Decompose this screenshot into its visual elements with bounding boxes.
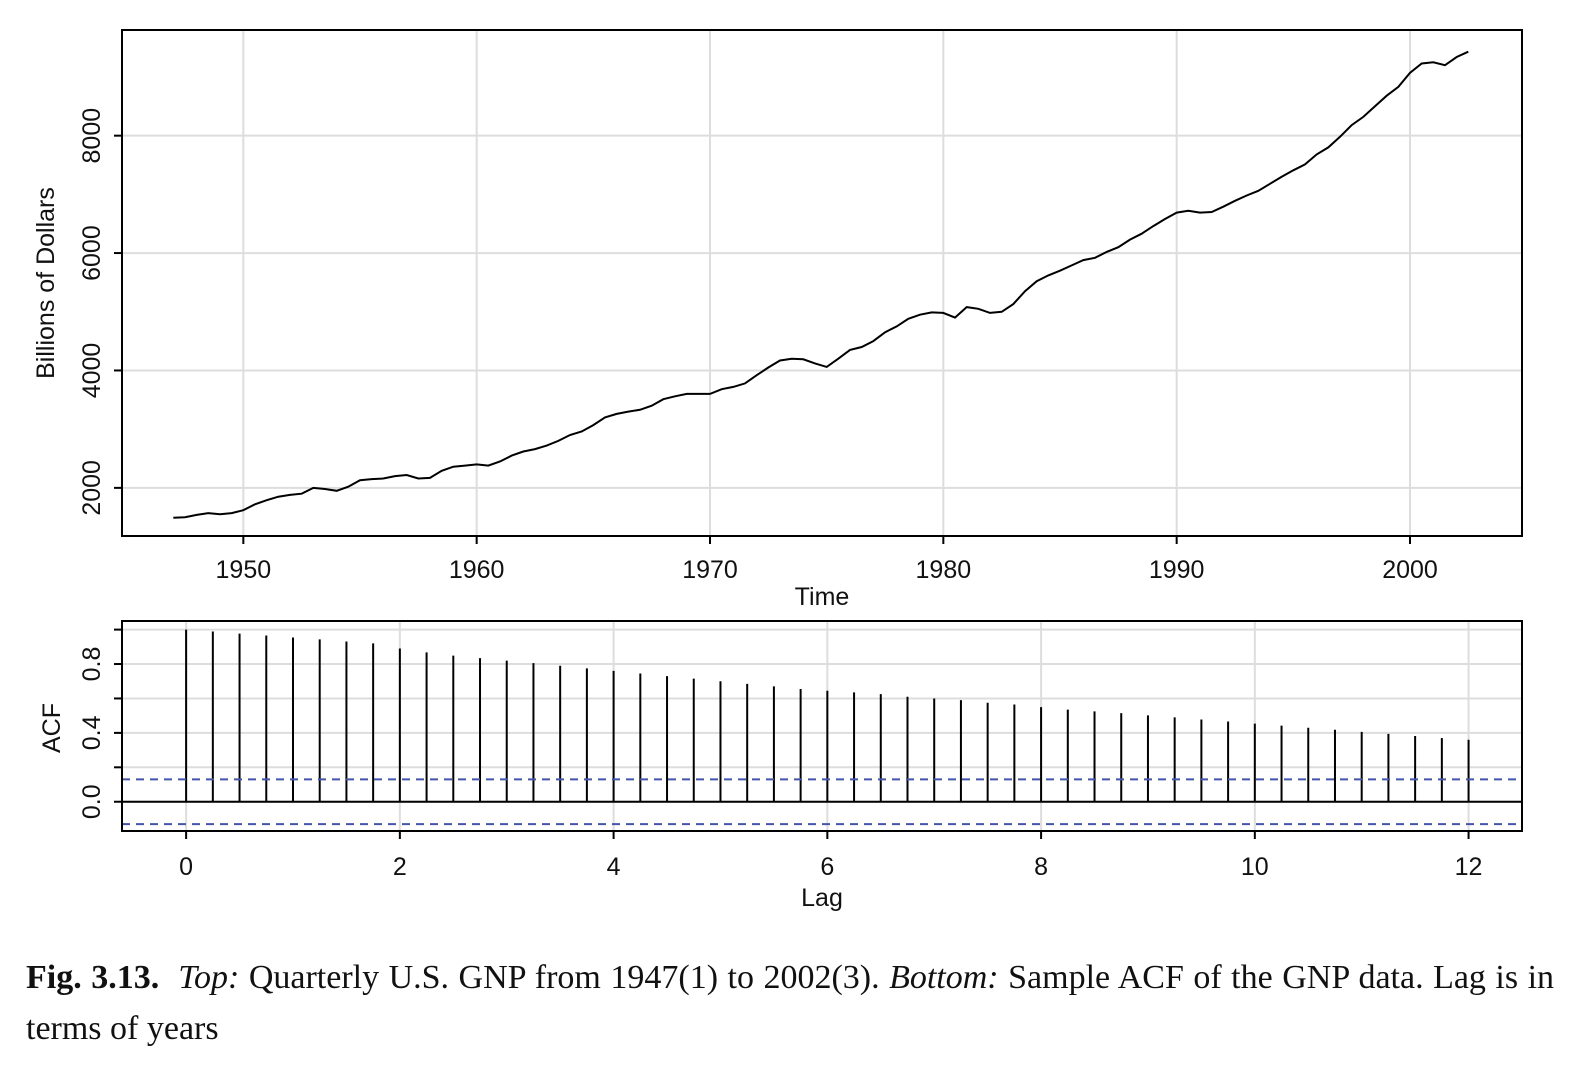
top-x-tick-label: 1950 bbox=[216, 556, 272, 584]
top-x-tick-label: 2000 bbox=[1382, 556, 1438, 584]
top-y-axis-label: Billions of Dollars bbox=[32, 187, 60, 379]
top-y-axis: 2000 4000 6000 8000 bbox=[78, 108, 122, 516]
top-y-tick-label: 8000 bbox=[78, 108, 106, 164]
bottom-x-tick-label: 12 bbox=[1455, 853, 1483, 881]
top-x-axis-label: Time bbox=[795, 583, 850, 611]
bottom-y-tick-label: 0.0 bbox=[78, 784, 106, 819]
acf-reference-lines bbox=[122, 778, 1522, 826]
figure-caption: Fig. 3.13. Top: Quarterly U.S. GNP from … bbox=[26, 952, 1554, 1054]
top-y-tick-label: 2000 bbox=[78, 460, 106, 516]
bottom-y-tick-label: 0.4 bbox=[78, 715, 106, 750]
figure: 1950 1960 1970 1980 1990 2000 200040006000800… bbox=[32, 29, 1523, 912]
gnp-time-series-panel: 1950 1960 1970 1980 1990 2000 2000 4000 6000 800… bbox=[32, 29, 1523, 611]
top-y-tick-label: 6000 bbox=[78, 225, 106, 281]
top-x-axis: 1950 1960 1970 1980 1990 2000 bbox=[216, 536, 1438, 584]
bottom-x-tick-label: 0 bbox=[179, 853, 193, 881]
top-x-tick-label: 1960 bbox=[449, 556, 505, 584]
caption-bottom-label: Bottom: bbox=[889, 959, 999, 996]
bottom-y-tick-label: 0.8 bbox=[78, 647, 106, 682]
bottom-y-axis: 0.0 0.4 0.8 bbox=[78, 628, 122, 819]
caption-top-text: Quarterly U.S. GNP from 1947(1) to 2002(… bbox=[248, 959, 880, 996]
bottom-plot-frame bbox=[121, 620, 1523, 832]
top-plot-frame bbox=[121, 29, 1523, 537]
acf-panel: 0 2 4 6 8 10 12 0.0 0.4 0.8 Lag ACF bbox=[38, 620, 1523, 912]
bottom-y-axis-label: ACF bbox=[38, 703, 66, 753]
top-x-tick-label: 1980 bbox=[916, 556, 972, 584]
caption-bottom-text: Sample ACF of the GNP data. Lag is in te… bbox=[26, 959, 1555, 1047]
bottom-x-tick-label: 2 bbox=[393, 853, 407, 881]
bottom-x-tick-label: 10 bbox=[1241, 853, 1269, 881]
top-y-tick-label: 4000 bbox=[78, 343, 106, 399]
bottom-x-axis: 0 2 4 6 8 10 12 bbox=[179, 831, 1482, 881]
top-x-tick-label: 1990 bbox=[1149, 556, 1205, 584]
bottom-x-axis-label: Lag bbox=[801, 884, 843, 912]
bottom-x-tick-label: 6 bbox=[820, 853, 834, 881]
caption-label: Fig. 3.13. bbox=[26, 959, 160, 996]
bottom-x-tick-label: 4 bbox=[607, 853, 621, 881]
bottom-grid bbox=[122, 621, 1522, 831]
top-x-tick-label: 1970 bbox=[682, 556, 738, 584]
bottom-x-tick-label: 8 bbox=[1034, 853, 1048, 881]
top-grid bbox=[122, 30, 1522, 536]
caption-top-label: Top: bbox=[178, 959, 240, 996]
gnp-series-line bbox=[173, 50, 1469, 519]
